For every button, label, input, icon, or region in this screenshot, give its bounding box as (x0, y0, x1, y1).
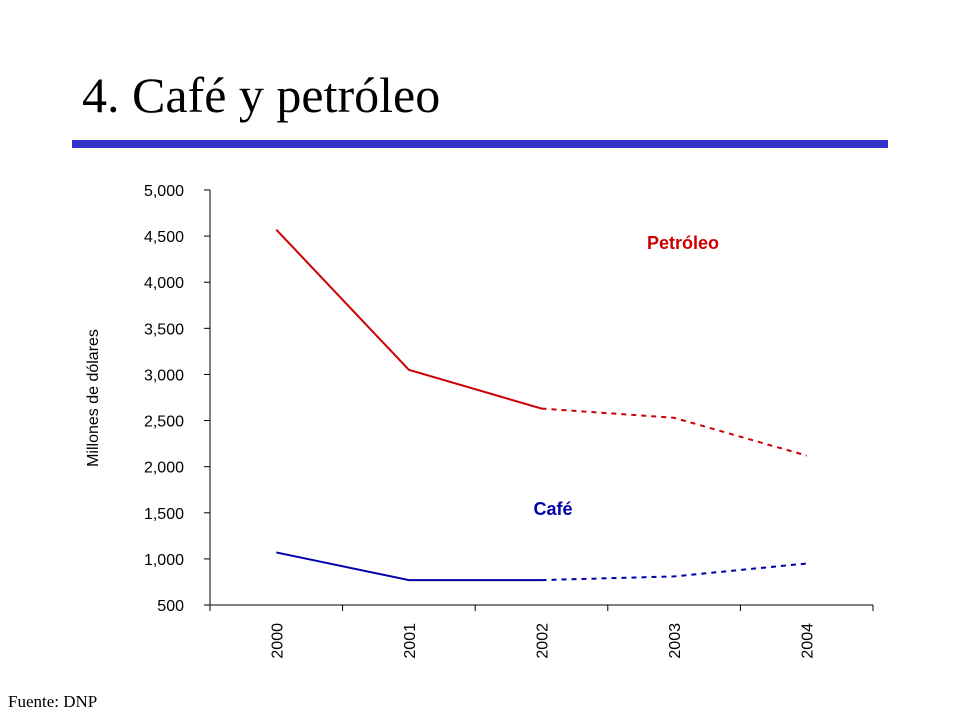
x-tick-label: 2002 (535, 623, 552, 659)
source-note: Fuente: DNP (8, 692, 98, 711)
series-label: Café (533, 499, 572, 519)
y-tick-label: 4,000 (144, 275, 184, 292)
y-tick-label: 3,000 (144, 367, 184, 384)
series-label: Petróleo (647, 233, 719, 253)
series-line-actual (275, 228, 542, 410)
x-tick-labels: 2000 2001 2002 2003 2004 (269, 623, 816, 659)
y-tick-label: 4,500 (144, 229, 184, 246)
series-line-projected (541, 562, 807, 582)
x-tick-label: 2001 (402, 623, 419, 659)
y-tick-label: 2,000 (144, 460, 184, 477)
y-tick-label: 2,500 (144, 414, 184, 431)
x-tick-label: 2003 (667, 623, 684, 659)
series-line-actual (276, 551, 542, 582)
title-rule (72, 140, 888, 148)
y-tick-label: 500 (157, 598, 184, 615)
series-labels: Petróleo Café (533, 233, 719, 519)
series-line-projected (541, 407, 807, 457)
y-tick-labels: 500 1,000 1,500 2,000 2,500 3,000 3,500 4,000 4,… (144, 183, 184, 615)
y-tick-label: 1,500 (144, 506, 184, 523)
series-lines (275, 228, 807, 582)
y-tick-label: 5,000 (144, 183, 184, 200)
slide-title: 4. Café y petróleo (82, 67, 441, 123)
chart-axes (204, 189, 874, 611)
y-tick-label: 3,500 (144, 321, 184, 338)
x-tick-label: 2000 (269, 623, 286, 659)
y-tick-label: 1,000 (144, 552, 184, 569)
y-axis-title: Millones de dólares (85, 329, 102, 467)
x-tick-label: 2004 (800, 623, 817, 659)
